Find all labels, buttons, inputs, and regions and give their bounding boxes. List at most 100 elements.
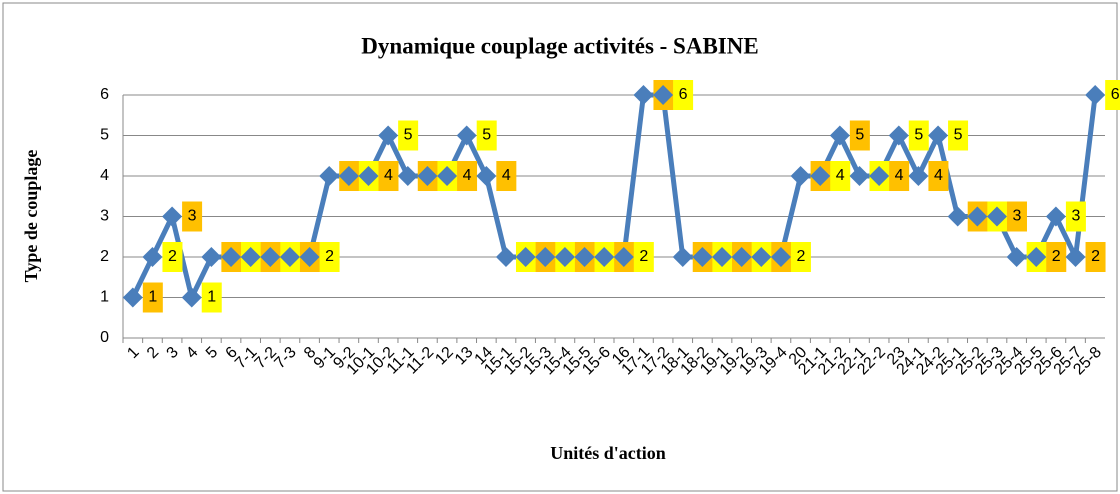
marker	[181, 287, 202, 308]
marker	[338, 166, 359, 186]
y-tick-label: 2	[100, 248, 109, 265]
data-label: 5	[404, 127, 413, 144]
marker	[751, 247, 772, 267]
marker	[122, 287, 143, 308]
data-label: 5	[482, 127, 491, 144]
marker	[574, 247, 595, 267]
data-label: 2	[1052, 248, 1061, 265]
marker	[829, 125, 850, 146]
label-box	[496, 161, 517, 191]
data-label: 1	[148, 289, 157, 306]
label-box	[830, 161, 851, 191]
label-box	[928, 161, 949, 191]
marker	[849, 166, 870, 186]
data-label: 5	[914, 127, 923, 144]
marker	[201, 247, 222, 267]
marker	[653, 85, 674, 105]
label-box	[476, 120, 497, 151]
data-label: 1	[207, 289, 216, 306]
x-axis-label: Unités d'action	[550, 443, 666, 463]
marker	[437, 166, 458, 186]
data-label: 4	[384, 167, 393, 184]
marker	[515, 247, 536, 267]
marker	[672, 247, 693, 267]
marker	[712, 247, 733, 267]
label-box	[908, 120, 929, 151]
label-box	[457, 161, 478, 191]
marker	[476, 166, 497, 186]
marker	[1026, 247, 1047, 267]
marker	[967, 206, 988, 227]
label-box	[1046, 242, 1067, 272]
y-tick-label: 1	[100, 289, 109, 306]
y-axis-label: Type de couplage	[21, 150, 41, 283]
marker	[260, 247, 281, 267]
marker	[221, 247, 242, 267]
marker	[299, 247, 320, 267]
label-box	[162, 242, 183, 272]
marker	[594, 247, 615, 267]
marker	[928, 125, 949, 146]
label-box	[319, 242, 340, 272]
label-box	[378, 161, 399, 191]
y-tick-label: 3	[100, 208, 109, 225]
y-tick-label: 5	[100, 127, 109, 144]
data-label: 4	[463, 167, 472, 184]
marker	[142, 247, 163, 267]
marker	[770, 247, 791, 267]
marker	[535, 247, 556, 267]
label-box	[889, 161, 910, 191]
data-label: 2	[168, 248, 177, 265]
marker	[1045, 206, 1066, 227]
marker	[790, 166, 811, 186]
marker	[240, 247, 261, 267]
marker	[731, 247, 752, 267]
marker	[279, 247, 300, 267]
label-box	[1105, 80, 1120, 110]
data-label: 5	[855, 127, 864, 144]
data-label: 3	[1013, 208, 1022, 225]
label-box	[1085, 242, 1106, 272]
data-label: 4	[502, 167, 511, 184]
marker	[986, 206, 1007, 227]
label-box	[790, 242, 811, 272]
marker	[613, 247, 634, 267]
marker	[397, 166, 418, 186]
label-box	[633, 242, 654, 272]
label-box	[1065, 201, 1086, 232]
marker	[162, 206, 183, 227]
chart-title: Dynamique couplage activités - SABINE	[361, 33, 758, 58]
marker	[692, 247, 713, 267]
y-tick-label: 6	[100, 86, 109, 103]
data-label: 6	[679, 86, 688, 103]
marker	[495, 247, 516, 267]
data-label: 4	[934, 167, 943, 184]
marker	[1006, 247, 1027, 267]
data-label: 2	[1091, 248, 1100, 265]
marker	[1065, 247, 1086, 267]
data-label: 5	[954, 127, 963, 144]
label-box	[182, 201, 203, 232]
data-label: 4	[895, 167, 904, 184]
marker	[888, 125, 909, 146]
data-label: 6	[1111, 86, 1120, 103]
marker	[869, 166, 890, 186]
y-tick-label: 0	[100, 329, 109, 346]
marker	[417, 166, 438, 186]
marker	[810, 166, 831, 186]
marker	[633, 85, 654, 105]
marker	[554, 247, 575, 267]
marker	[456, 125, 477, 146]
data-label: 3	[188, 208, 197, 225]
label-box	[398, 120, 419, 151]
data-label: 2	[639, 248, 648, 265]
marker	[908, 166, 929, 186]
data-label: 4	[836, 167, 845, 184]
marker	[378, 125, 399, 146]
data-label: 2	[796, 248, 805, 265]
label-box	[948, 120, 969, 151]
label-box	[849, 120, 870, 151]
marker	[1085, 85, 1106, 105]
label-box	[673, 80, 694, 110]
